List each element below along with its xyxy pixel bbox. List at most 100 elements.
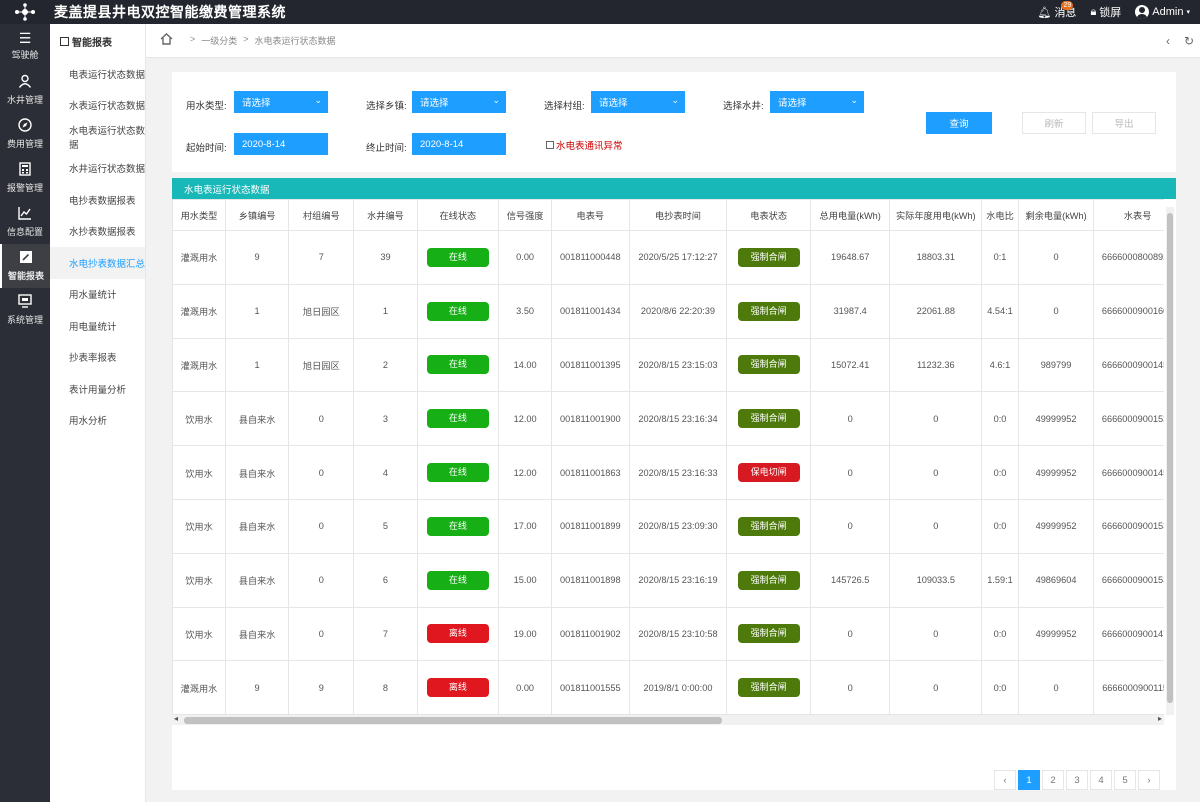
table-cell-ratio: 0:0 (981, 606, 1019, 662)
village-select[interactable]: 请选择 ⌄ (591, 91, 685, 113)
lock-screen-button[interactable]: 🔒︎ 锁屏 (1090, 5, 1122, 20)
table-row[interactable]: 灌溉用水 9 7 39 在线 0.00 001811000448 2020/5/25 17:1… (172, 230, 1164, 285)
table-cell-ratio: 1.59:1 (981, 552, 1019, 608)
table-cell-meter: 001811000448 (551, 230, 630, 285)
sidebar-item-well-management[interactable]: 水井管理 (0, 68, 50, 112)
scroll-right-icon[interactable]: ▸ (1157, 714, 1162, 723)
meter-status-cell: 强制合闸 (726, 283, 811, 339)
sidebar-item-smart-reports[interactable]: 智能报表 (0, 244, 50, 288)
table-cell-remain: 49869604 (1017, 552, 1095, 608)
meter-status-badge: 强制合闸 (737, 409, 800, 429)
table-cell-total: 15072.41 (809, 337, 891, 393)
submenu-item[interactable]: 抄表率报表 (69, 353, 117, 365)
submenu-item-active[interactable]: 水电抄表数据汇总 (50, 247, 145, 279)
scroll-left-icon[interactable]: ◂ (174, 714, 179, 723)
table-cell-water-meter: 66660009001458 (1093, 337, 1164, 393)
submenu-item[interactable]: 水表运行状态数据 (69, 101, 146, 113)
prev-page-button[interactable]: ‹ (994, 770, 1016, 790)
online-status-badge: 离线 (426, 624, 489, 644)
network-hub-icon[interactable] (0, 0, 50, 24)
messages-button[interactable]: 🔔︎ 消息 29 (1037, 1, 1077, 19)
table-cell-annual: 22061.88 (889, 283, 983, 339)
well-select[interactable]: 请选择 ⌄ (770, 91, 864, 113)
refresh-icon[interactable]: ↻ (1183, 33, 1194, 48)
page-button[interactable]: 2 (1042, 770, 1064, 790)
water-type-select[interactable]: 请选择 ⌄ (234, 91, 328, 113)
table-cell-well: 4 (353, 445, 418, 500)
submenu-item[interactable]: 电表运行状态数据 (69, 69, 146, 81)
online-status-badge: 在线 (426, 516, 489, 536)
table-cell-type: 灌溉用水 (172, 230, 226, 285)
meter-status-cell: 强制合闸 (726, 552, 811, 608)
refresh-button[interactable]: 刷新 (1022, 112, 1086, 134)
table-cell-time: 2020/8/15 23:16:34 (628, 391, 728, 447)
table-cell-type: 灌溉用水 (172, 337, 226, 393)
submenu-item[interactable]: 用水量统计 (69, 290, 117, 302)
table-row[interactable]: 饮用水 县自来水 0 3 在线 12.00 001811001900 2020/8/15 23… (172, 391, 1164, 447)
query-button[interactable]: 查询 (926, 112, 992, 134)
online-status-cell: 在线 (416, 498, 500, 554)
back-icon[interactable]: ‹ (1165, 33, 1170, 48)
table-row[interactable]: 饮用水 县自来水 0 6 在线 15.00 001811001898 2020/8/15 23… (172, 552, 1164, 608)
page-button[interactable]: 1 (1018, 770, 1040, 790)
table-cell-annual: 0 (889, 606, 983, 662)
table-row[interactable]: 饮用水 县自来水 0 4 在线 12.00 001811001863 2020/8/15 23… (172, 445, 1164, 500)
end-time-input[interactable]: 2020-8-14 (412, 133, 506, 155)
table-cell-type: 饮用水 (172, 552, 226, 608)
page-button[interactable]: 3 (1066, 770, 1088, 790)
sidebar-item-fee-management[interactable]: 费用管理 (0, 112, 50, 156)
vertical-scrollbar[interactable] (1166, 207, 1174, 715)
table-cell-meter: 001811001863 (551, 445, 630, 500)
submenu-item[interactable]: 用电量统计 (69, 321, 117, 333)
table-row[interactable]: 饮用水 县自来水 0 5 在线 17.00 001811001899 2020/8/15 23… (172, 498, 1164, 554)
table-row[interactable]: 灌溉用水 1 旭日园区 2 在线 14.00 001811001395 2020/8/15 2… (172, 337, 1164, 393)
submenu-item[interactable]: 电抄表数据报表 (69, 195, 136, 207)
table-cell-water-meter: 66660008008923 (1093, 230, 1164, 285)
table-cell-well: 39 (353, 230, 418, 285)
breadcrumb-level1[interactable]: 一级分类 (201, 36, 238, 46)
table-cell-well: 7 (353, 606, 418, 662)
abnormal-checkbox[interactable]: 水电表通讯异常 (546, 138, 623, 152)
meter-status-badge: 强制合闸 (737, 570, 800, 590)
meter-status-cell: 强制合闸 (726, 230, 811, 285)
table-cell-village: 0 (288, 445, 355, 500)
table-row[interactable]: 灌溉用水 9 9 8 离线 0.00 001811001555 2019/8/1 0:00:0… (172, 660, 1164, 715)
page-button[interactable]: 5 (1114, 770, 1136, 790)
table-cell-annual: 0 (889, 391, 983, 447)
submenu-item[interactable]: 水抄表数据报表 (69, 227, 136, 239)
table-cell-ratio: 0:0 (981, 391, 1019, 447)
sidebar-item-alarm-management[interactable]: 报警管理 (0, 156, 50, 200)
table-cell-time: 2019/8/1 0:00:00 (628, 660, 728, 715)
table-row[interactable]: 饮用水 县自来水 0 7 离线 19.00 001811001902 2020/8/15 23… (172, 606, 1164, 662)
chevron-down-icon: ▾ (1186, 9, 1190, 16)
sidebar-item-system-management[interactable]: 系统管理 (0, 288, 50, 332)
online-status-badge: 在线 (426, 409, 489, 429)
submenu-item[interactable]: 用水分析 (69, 416, 108, 428)
table-cell-well: 1 (353, 283, 418, 339)
sidebar-item-cockpit[interactable]: ☰ 驾驶舱 (11, 30, 39, 60)
meter-status-badge: 强制合闸 (737, 516, 800, 536)
panel-title: 水电表运行状态数据 (172, 178, 1176, 199)
page-button[interactable]: 4 (1090, 770, 1112, 790)
online-status-cell: 离线 (416, 660, 500, 715)
meter-status-badge: 强制合闸 (737, 301, 800, 321)
sidebar-item-info-config[interactable]: 信息配置 (0, 200, 50, 244)
table-cell-meter: 001811001900 (551, 391, 630, 447)
next-page-button[interactable]: › (1138, 770, 1160, 790)
submenu-item[interactable]: 表计用量分析 (69, 384, 127, 396)
user-menu[interactable]: Admin ▾ (1135, 5, 1190, 19)
table-cell-well: 8 (353, 660, 418, 715)
home-icon[interactable] (146, 33, 186, 48)
town-select[interactable]: 请选择 ⌄ (412, 91, 506, 113)
chevron-down-icon: ⌄ (671, 95, 679, 105)
table-header-row: 用水类型 乡镇编号 村组编号 水井编号 在线状态 信号强度 电表号 电抄表时间 电表状态 总用电量… (172, 199, 1164, 231)
export-button[interactable]: 导出 (1092, 112, 1156, 134)
meter-status-badge: 强制合闸 (737, 678, 800, 698)
table-cell-town: 县自来水 (224, 391, 290, 447)
horizontal-scrollbar[interactable]: ◂ ▸ (172, 714, 1164, 725)
start-time-input[interactable]: 2020-8-14 (234, 133, 328, 155)
submenu-item[interactable]: 水井运行状态数据 (69, 164, 146, 176)
table-cell-signal: 17.00 (498, 498, 553, 554)
table-row[interactable]: 灌溉用水 1 旭日园区 1 在线 3.50 001811001434 2020/8/6 22:… (172, 283, 1164, 339)
submenu-item[interactable]: 水电表运行状态数据 (69, 125, 146, 151)
